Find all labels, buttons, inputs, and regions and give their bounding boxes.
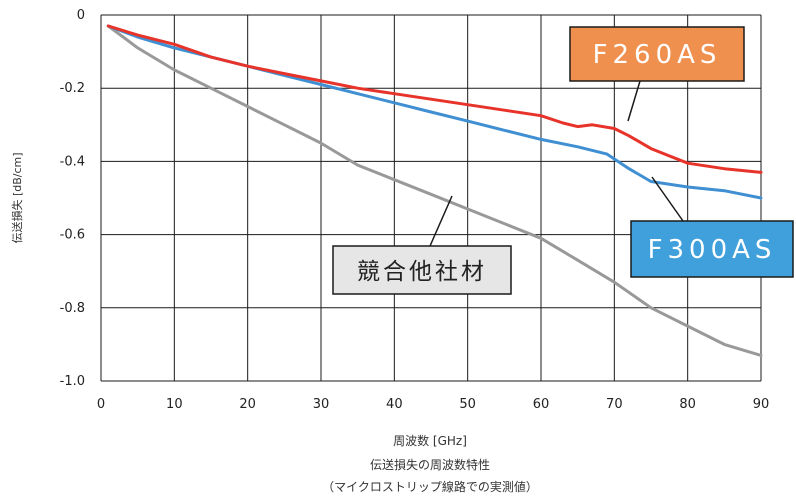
x-axis-label: 周波数 [GHz] <box>393 434 467 448</box>
series-line-2 <box>106 24 763 357</box>
x-tick-label: 10 <box>166 397 183 412</box>
y-tick-label: -0.2 <box>60 81 85 96</box>
x-tick-label: 70 <box>606 397 623 412</box>
y-axis-label: 伝送損失 [dB/cm] <box>11 152 24 244</box>
label-leader-0 <box>627 80 641 122</box>
y-tick-label: 0 <box>77 8 85 23</box>
series-lines <box>106 24 763 357</box>
series-label-0: F260AS <box>593 40 722 70</box>
y-tick-label: -0.4 <box>60 154 85 169</box>
x-tick-label: 80 <box>679 397 696 412</box>
x-tick-label: 30 <box>313 397 330 412</box>
series-labels: F260AS F300AS 競合他社材 <box>332 26 794 295</box>
caption-title: 伝送損失の周波数特性 <box>369 458 490 472</box>
x-tick-label: 20 <box>239 397 256 412</box>
label-leader-2 <box>429 195 453 247</box>
series-label-2: 競合他社材 <box>357 259 487 285</box>
x-tick-label: 60 <box>533 397 550 412</box>
series-label-1: F300AS <box>648 235 777 265</box>
x-tick-label: 90 <box>753 397 770 412</box>
y-tick-label: -0.6 <box>60 228 85 243</box>
x-tick-label: 40 <box>386 397 403 412</box>
x-tick-label: 50 <box>459 397 476 412</box>
x-tick-label: 0 <box>97 397 105 412</box>
series-line-0 <box>106 24 763 174</box>
label-box-0 <box>569 26 745 82</box>
label-leader-1 <box>651 176 684 222</box>
y-tick-label: -1.0 <box>60 374 85 389</box>
label-box-2 <box>332 245 512 295</box>
caption-subtitle: （マイクロストリップ線路での実測値） <box>322 480 538 494</box>
label-box-1 <box>630 220 794 278</box>
y-tick-label: -0.8 <box>60 301 85 316</box>
tick-labels: 0 10 20 30 40 50 60 70 80 90 0 -0.2 -0.4 -0.6 -0.8 -1.0 <box>60 8 770 412</box>
